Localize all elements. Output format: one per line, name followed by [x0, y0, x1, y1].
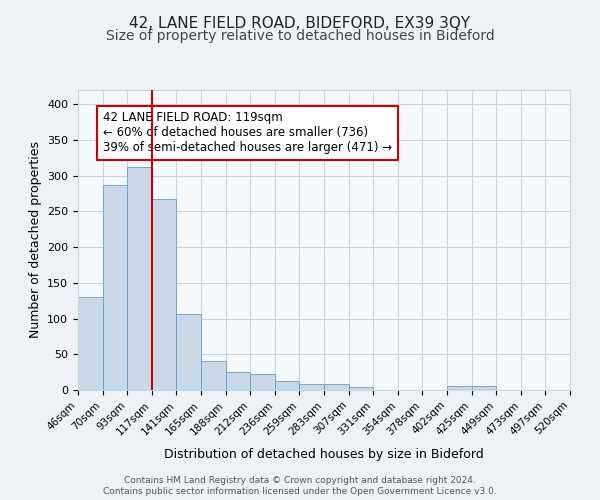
Text: Size of property relative to detached houses in Bideford: Size of property relative to detached ho…: [106, 29, 494, 43]
Y-axis label: Number of detached properties: Number of detached properties: [29, 142, 41, 338]
X-axis label: Distribution of detached houses by size in Bideford: Distribution of detached houses by size …: [164, 448, 484, 460]
Text: Contains public sector information licensed under the Open Government Licence v3: Contains public sector information licen…: [103, 487, 497, 496]
Bar: [201, 360, 226, 390]
Bar: [275, 380, 299, 390]
Text: 42, LANE FIELD ROAD, BIDEFORD, EX39 3QY: 42, LANE FIELD ROAD, BIDEFORD, EX39 3QY: [130, 16, 470, 31]
Bar: [127, 167, 152, 390]
Text: Contains HM Land Registry data © Crown copyright and database right 2024.: Contains HM Land Registry data © Crown c…: [124, 476, 476, 485]
Bar: [152, 198, 176, 390]
Bar: [324, 384, 349, 390]
Bar: [472, 386, 496, 390]
Bar: [78, 297, 103, 390]
Bar: [103, 185, 127, 390]
Bar: [447, 386, 472, 390]
Bar: [349, 387, 373, 390]
Bar: [226, 372, 250, 390]
Bar: [250, 374, 275, 390]
Bar: [299, 384, 324, 390]
Bar: [176, 314, 201, 390]
Text: 42 LANE FIELD ROAD: 119sqm
← 60% of detached houses are smaller (736)
39% of sem: 42 LANE FIELD ROAD: 119sqm ← 60% of deta…: [103, 112, 392, 154]
